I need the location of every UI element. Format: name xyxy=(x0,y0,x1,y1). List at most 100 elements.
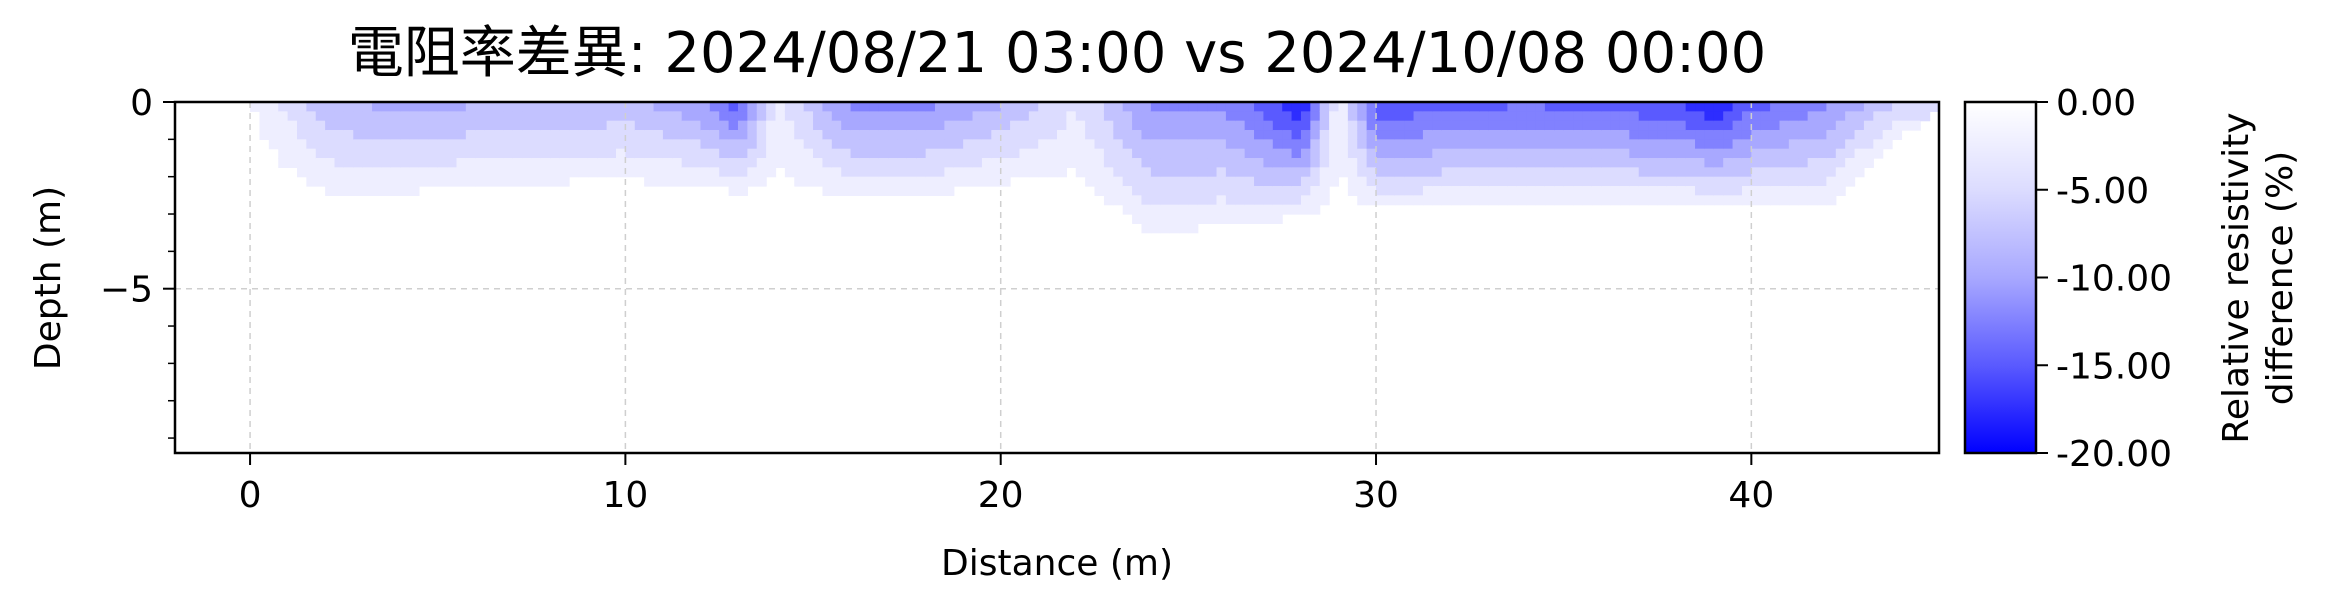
field-cell xyxy=(1432,167,1443,178)
field-cell xyxy=(869,176,880,187)
field-cell xyxy=(362,186,373,196)
field-cell xyxy=(512,111,523,122)
field-cell xyxy=(296,130,307,140)
field-cell xyxy=(728,176,739,187)
field-cell xyxy=(1648,176,1659,187)
field-cell xyxy=(841,139,852,150)
field-cell xyxy=(447,120,458,131)
field-cell xyxy=(1178,167,1189,178)
field-cell xyxy=(1300,130,1311,140)
field-cell xyxy=(1291,195,1302,206)
field-cell xyxy=(1713,102,1724,112)
field-cell xyxy=(569,148,580,159)
field-cell xyxy=(1817,120,1827,131)
field-cell xyxy=(1019,148,1030,159)
field-cell xyxy=(1854,102,1865,112)
field-cell xyxy=(1648,148,1659,159)
field-cell xyxy=(625,111,636,122)
field-cell xyxy=(1591,167,1602,178)
field-cell xyxy=(465,158,476,168)
field-cell xyxy=(1563,195,1574,206)
field-cell xyxy=(1235,176,1246,187)
field-cell xyxy=(1207,120,1218,131)
field-cell xyxy=(1498,148,1508,159)
field-cell xyxy=(1629,186,1640,196)
field-cell xyxy=(1235,139,1246,150)
field-cell xyxy=(465,130,476,140)
field-cell xyxy=(437,176,448,187)
field-cell xyxy=(1469,139,1480,150)
field-cell xyxy=(1779,158,1790,168)
field-cell xyxy=(343,102,354,112)
x-tick-label: 0 xyxy=(239,475,262,516)
field-cell xyxy=(522,176,533,187)
field-cell xyxy=(1329,167,1340,178)
field-cell xyxy=(559,139,570,150)
field-cell xyxy=(1807,102,1818,112)
field-cell xyxy=(1394,195,1405,206)
y-axis-label: Depth (m) xyxy=(28,186,69,370)
field-cell xyxy=(822,186,833,196)
field-cell xyxy=(1573,195,1584,206)
field-cell xyxy=(1835,176,1846,187)
field-cell xyxy=(437,120,448,131)
field-cell xyxy=(325,148,336,159)
field-cell xyxy=(400,186,411,196)
field-cell xyxy=(1498,120,1508,131)
field-cell xyxy=(1873,120,1884,131)
field-cell xyxy=(1704,120,1715,131)
field-cell xyxy=(766,167,777,178)
field-cell xyxy=(1366,139,1377,150)
field-cell xyxy=(1197,148,1208,159)
field-cell xyxy=(1460,139,1471,150)
field-cell xyxy=(1225,214,1236,224)
field-cell xyxy=(1113,186,1124,196)
field-cell xyxy=(1394,148,1405,159)
field-cell xyxy=(1498,158,1508,168)
field-cell xyxy=(1723,176,1734,187)
field-cell xyxy=(897,158,908,168)
field-cell xyxy=(1422,148,1433,159)
field-cell xyxy=(709,139,720,150)
field-cell xyxy=(1432,176,1443,187)
field-cell xyxy=(1882,102,1893,112)
field-cell xyxy=(1451,195,1462,206)
field-cell xyxy=(334,148,345,159)
field-cell xyxy=(1507,111,1518,122)
colorbar-ticks: 0.00-5.00-10.00-15.00-20.00 xyxy=(2036,83,2172,475)
field-cell xyxy=(1141,130,1152,140)
field-cell xyxy=(1788,167,1799,178)
field-cell xyxy=(981,139,992,150)
field-cell xyxy=(1169,186,1180,196)
field-cell xyxy=(1779,111,1790,122)
field-cell xyxy=(1610,139,1621,150)
field-cell xyxy=(1019,139,1030,150)
field-cell xyxy=(587,102,598,112)
field-cell xyxy=(1169,158,1180,168)
field-cell xyxy=(1028,158,1039,168)
field-cell xyxy=(1817,148,1827,159)
field-cell xyxy=(1535,148,1546,159)
field-cell xyxy=(1376,186,1386,196)
field-cell xyxy=(1329,130,1340,140)
field-cell xyxy=(409,158,420,168)
field-cell xyxy=(512,120,523,131)
field-cell xyxy=(719,176,730,187)
field-cell xyxy=(1038,148,1049,159)
field-cell xyxy=(906,130,917,140)
field-cell xyxy=(1835,148,1846,159)
field-cell xyxy=(1254,176,1265,187)
field-cell xyxy=(1066,102,1077,112)
field-cell xyxy=(1469,195,1480,206)
field-cell xyxy=(1835,158,1846,168)
field-cell xyxy=(1704,102,1715,112)
field-cell xyxy=(728,111,739,122)
field-cell xyxy=(343,120,354,131)
field-cell xyxy=(1197,186,1208,196)
field-cell xyxy=(1563,176,1574,187)
field-cell xyxy=(1282,204,1293,215)
field-cell xyxy=(428,167,439,178)
field-cell xyxy=(991,139,1002,150)
field-cell xyxy=(634,102,645,112)
field-cell xyxy=(1845,130,1856,140)
